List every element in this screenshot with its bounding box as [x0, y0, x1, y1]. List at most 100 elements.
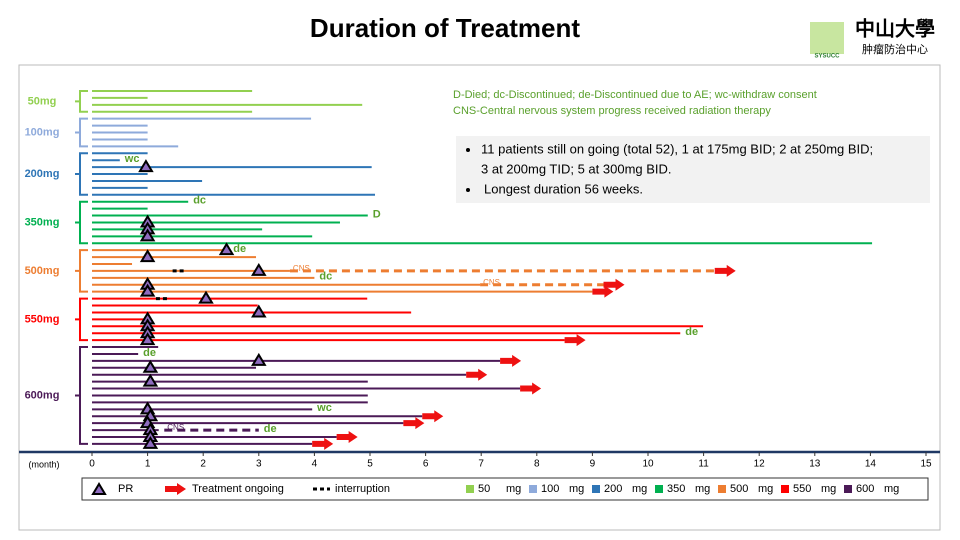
note-label: D — [373, 208, 381, 220]
ongoing-arrow — [312, 437, 334, 450]
legend-label: 200 — [604, 483, 622, 495]
x-tick-label: 14 — [865, 459, 877, 470]
legend-unit: mg — [569, 483, 584, 495]
x-tick-label: 8 — [534, 459, 540, 470]
legend-unit: mg — [506, 483, 521, 495]
note-label: dc — [193, 195, 206, 207]
x-tick-label: 15 — [920, 459, 932, 470]
pr-marker — [251, 262, 267, 276]
info-box — [456, 136, 930, 203]
legend-swatch — [718, 485, 726, 493]
pr-marker — [139, 228, 156, 242]
ongoing-arrow — [520, 382, 542, 395]
note: CNS-Central nervous system progress rece… — [453, 105, 771, 117]
group-bracket — [75, 152, 88, 196]
legend-label: 350 — [667, 483, 685, 495]
group-bracket — [75, 117, 88, 148]
note-label: wc — [124, 153, 140, 165]
x-tick-label: 1 — [145, 459, 151, 470]
legend-swatch — [655, 485, 663, 493]
legend-swatch — [529, 485, 537, 493]
bullet-text: Longest duration 56 weeks. — [484, 181, 643, 196]
x-tick-label: 13 — [809, 459, 821, 470]
bullet-text: 11 patients still on going (total 52), 1… — [481, 141, 873, 156]
x-tick-label: 9 — [590, 459, 596, 470]
pr-marker — [138, 159, 154, 173]
x-tick-label: 6 — [423, 459, 429, 470]
pr-marker — [139, 332, 156, 346]
frame — [18, 64, 941, 531]
ongoing-arrow — [714, 264, 736, 277]
legend-swatch — [844, 485, 852, 493]
note: D-Died; dc-Discontinued; de-Discontinued… — [453, 89, 817, 101]
legend-label: 550 — [793, 483, 811, 495]
ongoing-arrow — [603, 278, 625, 291]
group-label: 200mg — [25, 168, 60, 180]
ongoing-arrow — [592, 285, 614, 298]
note-label: de — [264, 423, 277, 435]
bullet — [466, 148, 470, 152]
group-bracket — [75, 249, 88, 293]
x-tick-label: 5 — [367, 459, 373, 470]
group-label: 500mg — [25, 265, 60, 277]
ongoing-arrow — [165, 483, 186, 495]
x-tick-label: 0 — [89, 459, 95, 470]
pr-marker — [142, 359, 159, 373]
legend-label: 500 — [730, 483, 748, 495]
bullet-text: 3 at 200mg TID; 5 at 300mg BID. — [481, 161, 672, 176]
dash-label: CNS — [483, 278, 500, 287]
group-bracket — [75, 200, 88, 245]
pr-marker — [142, 373, 159, 387]
x-tick-label: 10 — [642, 459, 654, 470]
group-label: 600mg — [25, 389, 60, 401]
group-label: 550mg — [25, 313, 60, 325]
pr-marker — [251, 304, 267, 318]
legend-swatch — [466, 485, 474, 493]
group-label: 100mg — [25, 126, 60, 138]
note-label: de — [233, 243, 246, 255]
logo-name: 中山大學 — [855, 16, 935, 40]
group-bracket — [75, 90, 88, 113]
legend-swatch — [781, 485, 789, 493]
legend-unit: mg — [632, 483, 647, 495]
group-label: 50mg — [28, 95, 57, 107]
legend-label: 600 — [856, 483, 874, 495]
logo-sub: 肿瘤防治中心 — [862, 42, 928, 56]
ongoing-arrow — [336, 431, 358, 443]
legend-label: PR — [118, 483, 133, 495]
pr-marker — [142, 435, 159, 449]
ongoing-arrow — [422, 410, 444, 423]
note-label: dc — [319, 271, 332, 283]
ongoing-arrow — [403, 417, 425, 430]
dash-label: CNS — [293, 264, 310, 273]
x-tick-label: 11 — [698, 459, 709, 470]
pr-marker — [139, 283, 156, 297]
legend-swatch — [592, 485, 600, 493]
ongoing-arrow — [500, 354, 522, 367]
note-label: de — [143, 347, 156, 359]
legend-label: 50 — [478, 483, 490, 495]
legend-label: Treatment ongoing — [192, 483, 284, 495]
group-label: 350mg — [25, 216, 60, 228]
legend-label: 100 — [541, 483, 559, 495]
legend-unit: mg — [758, 483, 773, 495]
pr-marker — [139, 249, 156, 263]
legend-unit: mg — [695, 483, 710, 495]
legend-unit: mg — [884, 483, 899, 495]
legend — [81, 477, 929, 501]
logo-abbr: SYSUCC — [814, 54, 840, 60]
x-tick-label: 12 — [754, 459, 766, 470]
x-tick-label: 2 — [200, 459, 206, 470]
pr-marker — [198, 290, 214, 304]
logo-icon — [810, 22, 844, 54]
note-label: wc — [316, 402, 332, 414]
x-tick-label: 4 — [312, 459, 318, 470]
pr-marker — [218, 242, 235, 256]
x-label: (month) — [28, 459, 59, 469]
dash-label: CNS — [167, 423, 184, 432]
legend-label: interruption — [335, 483, 390, 495]
note-label: de — [685, 326, 698, 338]
group-bracket — [75, 346, 88, 445]
bullet — [466, 188, 470, 192]
